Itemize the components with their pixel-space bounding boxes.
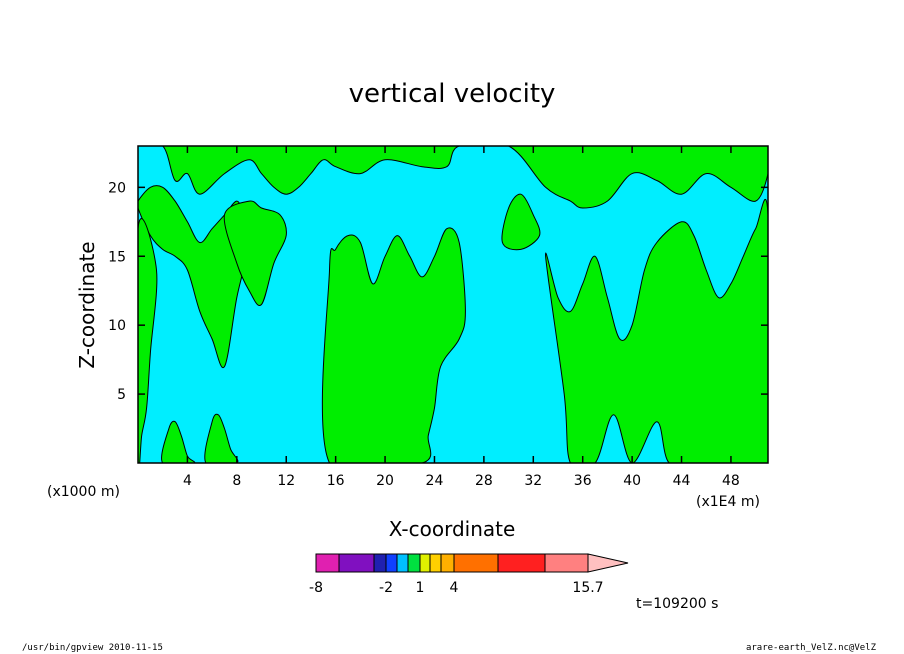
colorbar-box: [453, 553, 499, 573]
x-tick-label: 20: [376, 473, 394, 489]
time-label: t=109200 s: [636, 596, 718, 612]
x-axis: 4 8 12 16 20 24 28 32 36 40 44 48: [183, 146, 740, 489]
colorbar-box: [440, 553, 455, 573]
x-unit-right: (x1E4 m): [696, 494, 760, 510]
x-unit-left: (x1000 m): [47, 484, 120, 500]
colorbar-box: [396, 553, 409, 573]
positive-region-7: [204, 413, 239, 463]
colorbar-label: 15.7: [572, 580, 603, 596]
colorbar: [315, 553, 629, 573]
x-tick-label: 28: [475, 473, 493, 489]
plot-frame: [137, 145, 769, 464]
x-tick-label: 24: [426, 473, 444, 489]
positive-region-2: [138, 218, 158, 463]
x-tick-label: 40: [623, 473, 641, 489]
x-tick-label: 8: [232, 473, 241, 489]
x-tick-label: 48: [722, 473, 740, 489]
colorbar-box: [419, 553, 431, 573]
positive-region-8: [501, 193, 541, 251]
colorbar-label: -2: [379, 580, 393, 596]
y-tick-label: 20: [108, 180, 126, 196]
x-axis-label: X-coordinate: [389, 517, 516, 541]
positive-regions: [138, 146, 768, 463]
colorbar-label: -8: [309, 580, 323, 596]
x-tick-label: 16: [327, 473, 345, 489]
y-axis: 5 10 15 20: [108, 180, 768, 403]
positive-region-0: [138, 146, 768, 209]
y-tick-label: 5: [117, 387, 126, 403]
y-tick-label: 15: [108, 249, 126, 265]
chart-title: vertical velocity: [349, 79, 556, 109]
x-tick-label: 12: [277, 473, 295, 489]
positive-region-5: [545, 198, 768, 463]
colorbar-label: 1: [416, 580, 425, 596]
colorbar-label: 4: [450, 580, 459, 596]
colorbar-labels: -8 -2 1 4 15.7: [309, 580, 604, 596]
colorbar-box: [385, 553, 398, 573]
positive-region-6: [161, 420, 196, 463]
colorbar-box: [338, 553, 375, 573]
x-tick-label: 4: [183, 473, 192, 489]
colorbar-box: [407, 553, 421, 573]
colorbar-box: [497, 553, 546, 573]
positive-region-3: [223, 200, 287, 307]
colorbar-arrow: [587, 553, 629, 573]
x-tick-label: 32: [524, 473, 542, 489]
colorbar-box: [315, 553, 340, 573]
footer-right: arare-earth_VelZ.nc@VelZ: [746, 643, 877, 653]
colorbar-box: [373, 553, 387, 573]
colorbar-box: [544, 553, 589, 573]
footer-left: /usr/bin/gpview 2010-11-15: [22, 643, 163, 653]
positive-region-4: [321, 227, 466, 463]
x-tick-label: 36: [574, 473, 592, 489]
y-tick-label: 10: [108, 318, 126, 334]
colorbar-box: [429, 553, 442, 573]
y-axis-label: Z-coordinate: [75, 241, 99, 368]
x-tick-label: 44: [673, 473, 691, 489]
